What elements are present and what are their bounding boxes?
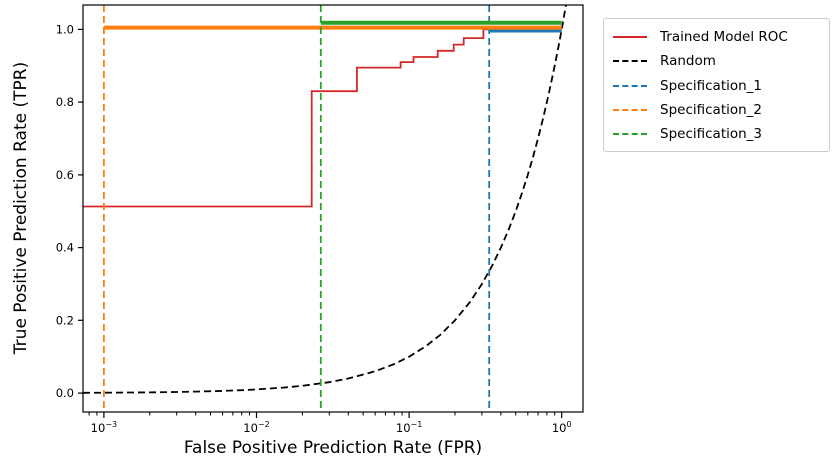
random-line (83, 5, 567, 394)
legend-item-specification-2: Specification_2 (613, 98, 820, 122)
legend-item-label: Specification_3 (660, 125, 763, 142)
x-tick-label: 10−3 (91, 420, 117, 435)
legend-line-swatch-green (613, 132, 647, 135)
legend-item-label: Random (660, 53, 716, 70)
plot-series (83, 5, 567, 412)
x-tick-label: 10−1 (396, 420, 422, 435)
legend-item-specification-1: Specification_1 (613, 73, 820, 97)
legend-line-swatch-blue (613, 84, 647, 87)
y-tick-label: 0.8 (56, 95, 74, 109)
x-axis-label: False Positive Prediction Rate (FPR) (183, 438, 483, 458)
legend-item-specification-3: Specification_3 (613, 122, 820, 146)
trained-model-roc-line (83, 28, 562, 208)
legend-item-label: Trained Model ROC (660, 29, 788, 46)
x-tick-label: 10−2 (243, 420, 269, 435)
y-tick-label: 0.0 (56, 386, 74, 400)
y-tick-label: 0.6 (56, 168, 74, 182)
legend-line-swatch-red (613, 36, 647, 39)
x-tick-label: 100 (552, 420, 572, 435)
legend-item-random: Random (613, 49, 820, 73)
y-axis-label: True Positive Prediction Rate (TPR) (11, 61, 31, 355)
legend-item-label: Specification_1 (660, 77, 763, 94)
y-tick-label: 0.2 (56, 313, 74, 327)
legend-line-swatch-black (613, 60, 647, 63)
axes-spines (82, 4, 584, 413)
y-tick-label: 0.4 (56, 241, 74, 255)
y-tick-label: 1.0 (56, 22, 74, 36)
legend-item-label: Specification_2 (660, 101, 763, 118)
legend-line-swatch-orange (613, 108, 647, 111)
y-axis-ticks: 0.0 0.2 0.4 0.6 0.8 1.0 (56, 22, 83, 400)
x-axis-ticks: 10−3 10−2 10−1 100 (88, 412, 572, 435)
legend: Trained Model ROC Random Specification_1… (603, 18, 830, 152)
legend-item-trained-roc: Trained Model ROC (613, 25, 820, 49)
